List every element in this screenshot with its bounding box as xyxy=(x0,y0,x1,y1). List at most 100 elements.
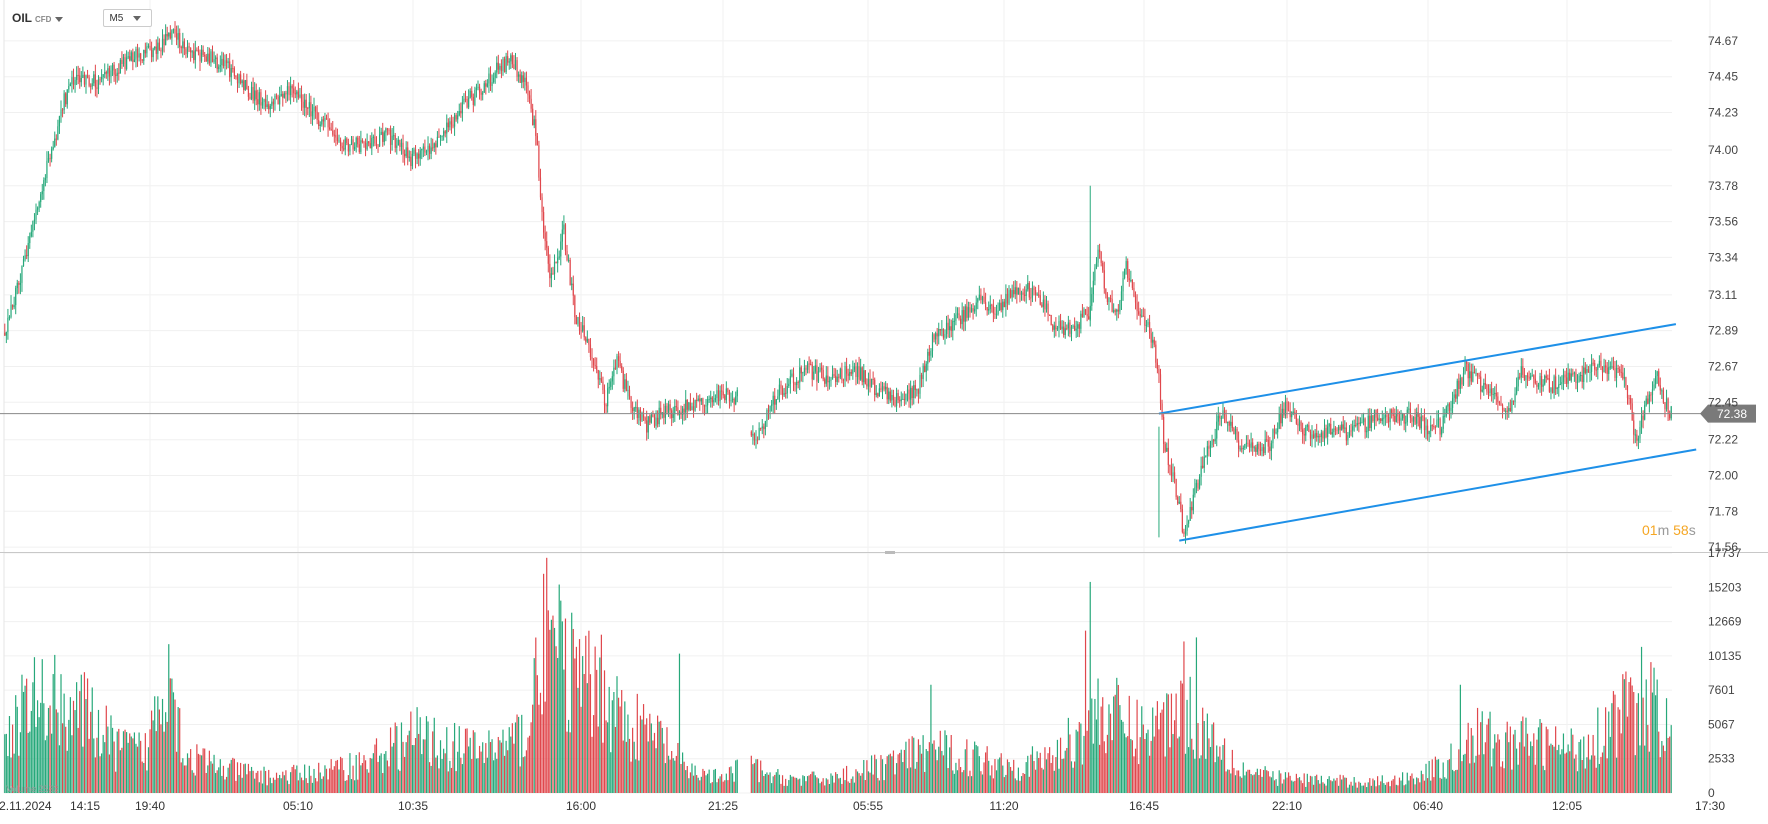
candle-body xyxy=(1517,376,1519,387)
volume-bar xyxy=(1136,699,1138,793)
candle-body xyxy=(183,41,185,49)
candle-body xyxy=(1136,302,1138,312)
symbol-chevron-down-icon[interactable] xyxy=(55,17,64,22)
candle-body xyxy=(513,64,515,69)
timeframe-select[interactable]: M5 xyxy=(103,9,153,27)
volume-tick-label: 5067 xyxy=(1708,717,1735,731)
volume-bar xyxy=(1328,776,1330,793)
volume-bar xyxy=(994,759,996,793)
pane-divider[interactable] xyxy=(0,551,1768,554)
candle-body xyxy=(1156,362,1158,370)
volume-bar xyxy=(424,739,426,793)
volume-bar xyxy=(1017,767,1019,793)
candle-body xyxy=(1269,446,1271,451)
volume-bar xyxy=(325,768,328,793)
candle-body xyxy=(767,410,770,412)
candle-body xyxy=(1431,425,1433,427)
volume-bar xyxy=(630,761,632,793)
volume-bar xyxy=(61,723,64,793)
candle-body xyxy=(624,379,626,389)
candle-body xyxy=(496,62,498,73)
candle-body xyxy=(222,58,225,66)
candle-body xyxy=(1355,424,1357,426)
volume-bar xyxy=(1598,763,1600,793)
volume-bar xyxy=(191,770,193,793)
candle-body xyxy=(1152,339,1154,343)
current-price-line: 72.38 xyxy=(0,404,1756,423)
volume-bar xyxy=(722,781,724,793)
volume-bar xyxy=(40,702,42,793)
volume-bar xyxy=(1356,787,1358,793)
volume-bar xyxy=(1555,726,1557,793)
candle-body xyxy=(913,385,915,398)
volume-bar xyxy=(978,756,980,793)
volume-bar xyxy=(513,743,515,793)
volume-bar xyxy=(1169,747,1171,793)
candle-body xyxy=(810,364,812,366)
candle-body xyxy=(1556,388,1558,390)
volume-bar xyxy=(691,763,693,793)
candle-body xyxy=(1227,421,1229,423)
volume-bar xyxy=(1034,769,1037,793)
volume-bar xyxy=(1620,733,1622,793)
volume-bar xyxy=(657,715,659,793)
symbol-selector[interactable]: OIL CFD xyxy=(12,11,64,25)
volume-bar xyxy=(1433,777,1435,793)
candle-body xyxy=(4,332,6,336)
volume-bar xyxy=(1637,693,1640,793)
volume-bar xyxy=(1430,780,1432,793)
candle-body xyxy=(1475,373,1477,375)
candle-body xyxy=(885,386,887,390)
volume-bar xyxy=(51,733,53,793)
volume-bar xyxy=(675,755,677,793)
candle-body xyxy=(1508,408,1510,412)
candle-body xyxy=(1039,295,1041,305)
volume-bar xyxy=(1536,739,1538,793)
volume-bar xyxy=(783,785,785,793)
volume-bar xyxy=(179,708,181,793)
candle-body xyxy=(494,72,496,78)
volume-tick-label: 12669 xyxy=(1708,615,1742,629)
volume-bar xyxy=(1289,775,1291,793)
volume-bar xyxy=(733,781,735,793)
candle-body xyxy=(919,374,921,394)
candle-body xyxy=(349,144,351,152)
volume-bar xyxy=(18,755,20,793)
candle-body xyxy=(1105,288,1107,295)
volume-bar xyxy=(215,772,217,793)
candle-body xyxy=(1511,400,1513,412)
volume-bar xyxy=(785,778,787,793)
candle-body xyxy=(888,391,890,400)
candle-body xyxy=(96,87,98,90)
candle-body xyxy=(1633,420,1635,435)
candle-body xyxy=(1594,363,1596,370)
candle-body xyxy=(160,49,162,52)
candle-body xyxy=(674,406,676,415)
volume-bar xyxy=(244,763,246,793)
volume-bar xyxy=(1589,759,1591,793)
channel-trendlines[interactable] xyxy=(1158,323,1697,542)
candle-body xyxy=(1042,299,1044,307)
volume-bar xyxy=(1295,773,1297,793)
candle-body xyxy=(1027,282,1029,290)
volume-bar xyxy=(919,744,921,793)
candle-body xyxy=(1153,339,1155,345)
volume-bar xyxy=(958,758,960,793)
candle-body xyxy=(1586,369,1588,373)
candle-body xyxy=(1662,390,1665,403)
candle-body xyxy=(1106,294,1109,303)
symbol-name: OIL xyxy=(12,11,32,25)
candle-body xyxy=(282,93,284,98)
candle-body xyxy=(669,404,671,411)
candle-body xyxy=(447,122,449,128)
volume-bar xyxy=(903,749,905,793)
volume-bar xyxy=(1113,696,1115,793)
volume-bar xyxy=(236,762,239,793)
volume-bar xyxy=(1545,726,1547,793)
volume-bar xyxy=(511,723,513,793)
candle-body xyxy=(483,83,485,93)
candle-body xyxy=(1055,325,1057,330)
candle-body xyxy=(564,224,567,251)
volume-bar xyxy=(977,746,979,793)
